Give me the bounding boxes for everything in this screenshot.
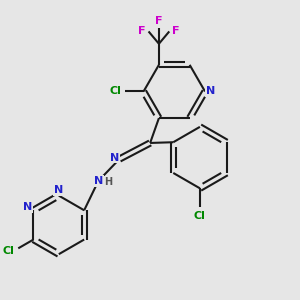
Text: N: N [23,202,32,212]
Text: N: N [94,176,103,186]
Text: Cl: Cl [109,86,121,97]
Text: F: F [172,26,179,36]
Text: N: N [206,86,215,97]
Text: N: N [54,185,63,195]
Text: F: F [138,26,146,36]
Text: H: H [104,177,112,187]
Text: Cl: Cl [3,246,15,256]
Text: F: F [155,16,163,26]
Text: Cl: Cl [194,211,206,220]
Text: N: N [110,153,119,163]
